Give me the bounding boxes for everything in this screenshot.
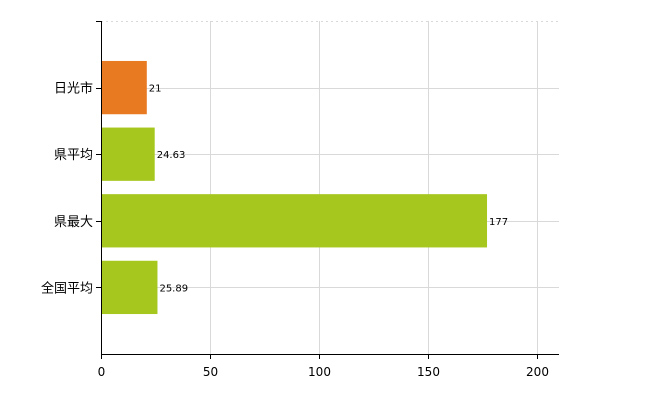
x-tick-label: 100 xyxy=(308,365,331,379)
grid-lines xyxy=(101,21,559,354)
bar-4 xyxy=(101,260,158,315)
category-label-3: 県最大 xyxy=(54,215,93,230)
data-label-2: 24.63 xyxy=(157,150,186,161)
axes xyxy=(96,21,559,359)
category-label-1: 日光市 xyxy=(54,81,93,97)
labels: 21 日光市 24.63 県平均 177 県最大 25.89 全国平均 0 50 100 150 200 xyxy=(41,81,549,379)
bars xyxy=(101,60,488,315)
x-tick-label: 150 xyxy=(417,365,440,379)
category-label-2: 県平均 xyxy=(54,148,93,163)
bar-1 xyxy=(101,60,147,115)
x-tick-label: 0 xyxy=(98,365,106,379)
x-tick-label: 200 xyxy=(526,365,549,379)
category-label-4: 全国平均 xyxy=(41,280,93,296)
data-label-4: 25.89 xyxy=(159,283,188,294)
bar-2 xyxy=(101,127,155,181)
data-label-3: 177 xyxy=(489,217,508,228)
data-label-1: 21 xyxy=(149,84,162,95)
bar-3 xyxy=(101,194,488,248)
x-tick-label: 50 xyxy=(203,365,218,379)
